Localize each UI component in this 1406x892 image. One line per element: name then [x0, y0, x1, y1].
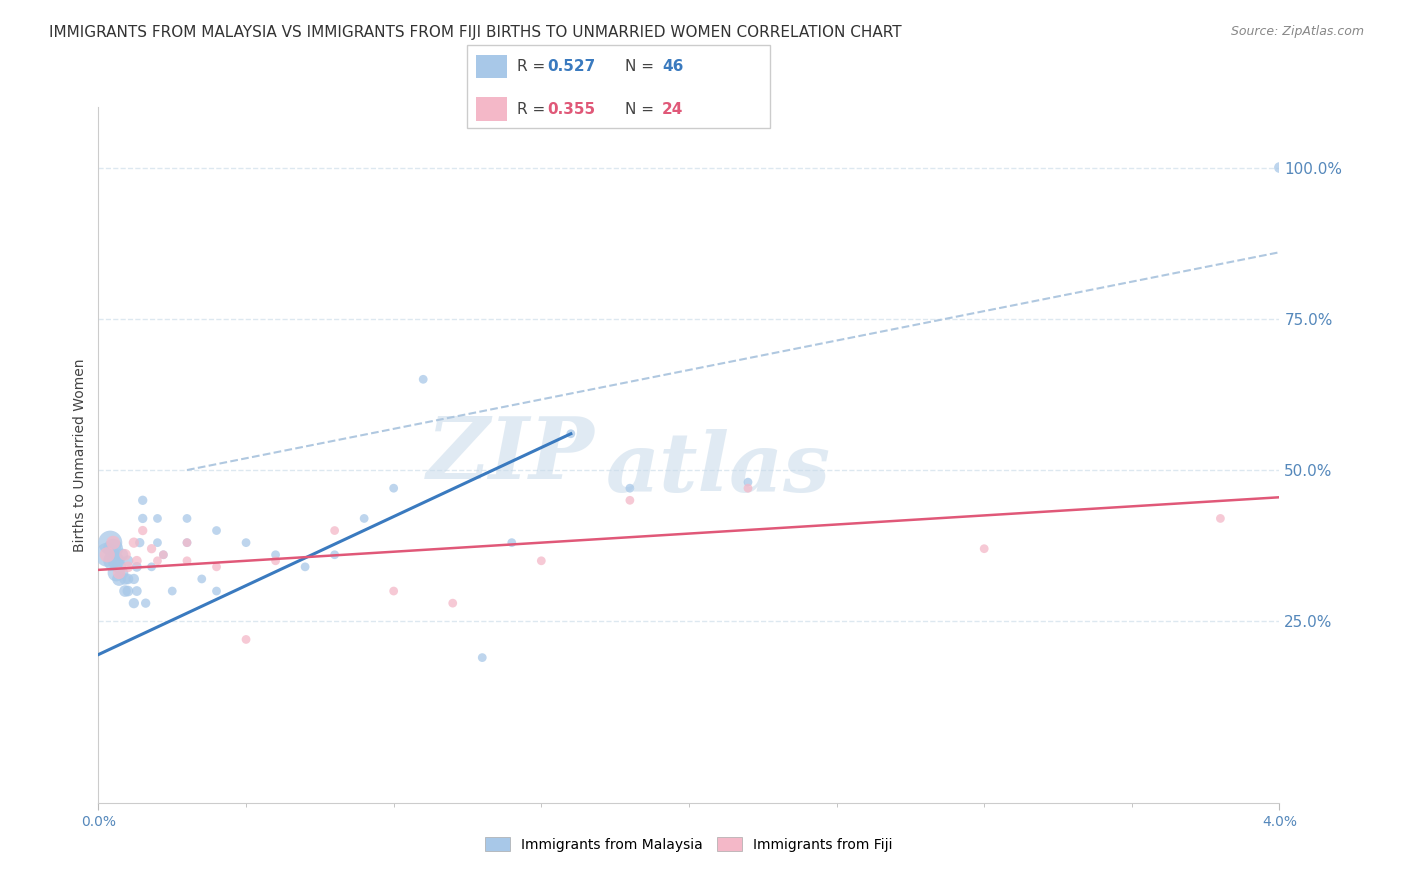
Point: [108, 572, 131, 586]
Point: [176, 535, 198, 549]
Text: N =: N =: [624, 102, 658, 117]
Text: 24: 24: [662, 102, 683, 117]
Point: [141, 559, 163, 574]
Text: 0.527: 0.527: [547, 59, 596, 74]
Point: [146, 511, 169, 525]
Point: [132, 524, 155, 538]
Point: [125, 554, 148, 568]
Point: [122, 535, 145, 549]
Bar: [477, 54, 508, 78]
Text: ZIP: ZIP: [426, 413, 595, 497]
Point: [235, 535, 257, 549]
Point: [105, 566, 128, 580]
Point: [1209, 511, 1232, 525]
Point: [441, 596, 464, 610]
Point: [96, 548, 118, 562]
Point: [205, 559, 228, 574]
Point: [117, 584, 139, 599]
Point: [98, 535, 121, 549]
Point: [103, 554, 125, 568]
Point: [235, 632, 257, 647]
Point: [737, 481, 759, 495]
Point: [96, 548, 118, 562]
Point: [205, 524, 228, 538]
Point: [973, 541, 995, 556]
FancyBboxPatch shape: [467, 45, 770, 128]
Point: [122, 596, 145, 610]
Point: [412, 372, 434, 386]
Point: [132, 511, 155, 525]
Point: [108, 559, 131, 574]
Point: [122, 572, 145, 586]
Point: [1268, 161, 1291, 175]
Point: [111, 566, 134, 580]
Point: [125, 584, 148, 599]
Text: R =: R =: [516, 59, 550, 74]
Point: [103, 541, 125, 556]
Point: [264, 548, 287, 562]
Text: Source: ZipAtlas.com: Source: ZipAtlas.com: [1230, 25, 1364, 38]
Point: [117, 554, 139, 568]
Legend: Immigrants from Malaysia, Immigrants from Fiji: Immigrants from Malaysia, Immigrants fro…: [478, 830, 900, 858]
Point: [135, 596, 157, 610]
Point: [353, 511, 375, 525]
Point: [323, 524, 346, 538]
Point: [128, 535, 150, 549]
Point: [205, 584, 228, 599]
Text: R =: R =: [516, 102, 550, 117]
Point: [152, 548, 174, 562]
Y-axis label: Births to Unmarried Women: Births to Unmarried Women: [73, 359, 87, 551]
Point: [103, 535, 125, 549]
Point: [191, 572, 214, 586]
Point: [114, 584, 136, 599]
Point: [264, 554, 287, 568]
Point: [619, 481, 641, 495]
Point: [114, 548, 136, 562]
Point: [111, 548, 134, 562]
Point: [117, 572, 139, 586]
Point: [125, 559, 148, 574]
Point: [176, 535, 198, 549]
Point: [152, 548, 174, 562]
Point: [132, 493, 155, 508]
Point: [108, 566, 131, 580]
Point: [114, 572, 136, 586]
Point: [323, 548, 346, 562]
Bar: [477, 97, 508, 120]
Text: 0.355: 0.355: [547, 102, 596, 117]
Point: [382, 584, 405, 599]
Point: [146, 535, 169, 549]
Point: [619, 493, 641, 508]
Point: [146, 554, 169, 568]
Point: [176, 554, 198, 568]
Point: [176, 511, 198, 525]
Point: [162, 584, 183, 599]
Point: [117, 559, 139, 574]
Point: [501, 535, 523, 549]
Text: 46: 46: [662, 59, 683, 74]
Text: N =: N =: [624, 59, 658, 74]
Point: [471, 650, 494, 665]
Text: IMMIGRANTS FROM MALAYSIA VS IMMIGRANTS FROM FIJI BIRTHS TO UNMARRIED WOMEN CORRE: IMMIGRANTS FROM MALAYSIA VS IMMIGRANTS F…: [49, 25, 901, 40]
Text: atlas: atlas: [606, 429, 831, 508]
Point: [294, 559, 316, 574]
Point: [530, 554, 553, 568]
Point: [105, 554, 128, 568]
Point: [737, 475, 759, 490]
Point: [560, 426, 582, 441]
Point: [382, 481, 405, 495]
Point: [141, 541, 163, 556]
